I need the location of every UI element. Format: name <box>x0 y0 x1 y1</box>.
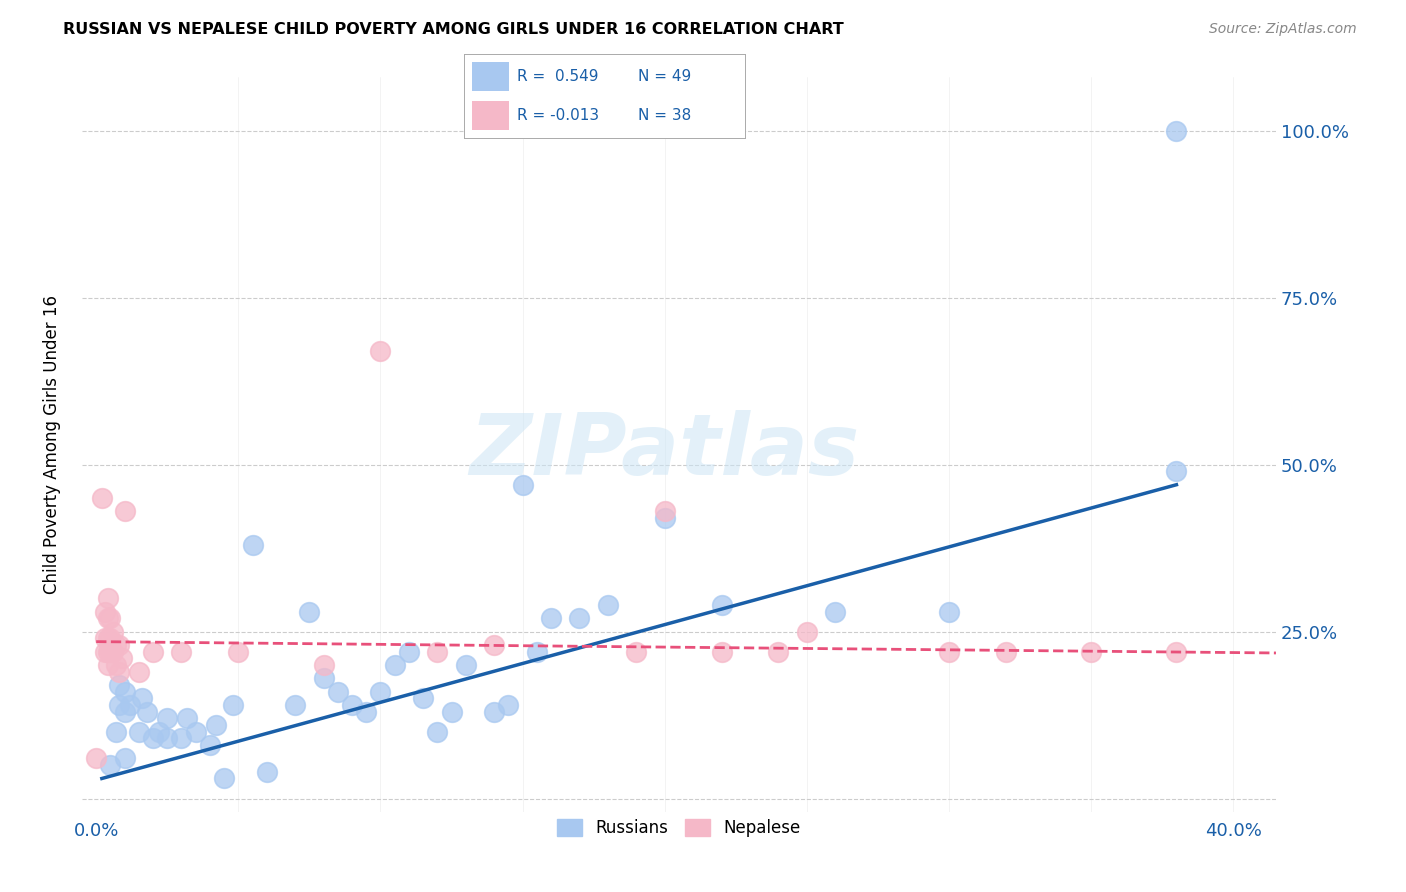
Point <box>170 645 193 659</box>
Point <box>242 538 264 552</box>
Text: N = 38: N = 38 <box>638 108 692 123</box>
Text: ZIPatlas: ZIPatlas <box>470 409 860 493</box>
Point <box>596 598 619 612</box>
Point <box>156 711 179 725</box>
Point <box>198 738 221 752</box>
FancyBboxPatch shape <box>472 62 509 91</box>
Point <box>128 724 150 739</box>
Point <box>212 772 235 786</box>
Point <box>340 698 363 712</box>
Point <box>256 764 278 779</box>
Point <box>626 645 648 659</box>
Point <box>131 691 153 706</box>
Text: R = -0.013: R = -0.013 <box>517 108 599 123</box>
Point <box>938 605 960 619</box>
Point <box>994 645 1017 659</box>
Point <box>93 605 115 619</box>
Point <box>768 645 790 659</box>
Point <box>100 758 122 772</box>
Point <box>108 678 131 692</box>
Point <box>90 491 112 505</box>
Legend: Russians, Nepalese: Russians, Nepalese <box>551 813 807 844</box>
Point <box>96 658 118 673</box>
Point <box>100 611 122 625</box>
Point <box>284 698 307 712</box>
Point <box>111 651 134 665</box>
Point <box>148 724 170 739</box>
Point <box>136 705 159 719</box>
FancyBboxPatch shape <box>472 101 509 130</box>
Point <box>204 718 226 732</box>
Text: R =  0.549: R = 0.549 <box>517 69 599 84</box>
Point <box>710 645 733 659</box>
Point <box>103 624 125 639</box>
Point <box>170 731 193 746</box>
Point <box>796 624 818 639</box>
Point <box>498 698 520 712</box>
Point <box>654 511 676 525</box>
Point <box>100 632 122 646</box>
Point <box>512 477 534 491</box>
Text: N = 49: N = 49 <box>638 69 692 84</box>
Point <box>384 658 406 673</box>
Point <box>398 645 420 659</box>
Point <box>114 705 136 719</box>
Point <box>370 684 392 698</box>
Point <box>103 645 125 659</box>
Point <box>426 645 449 659</box>
Point <box>128 665 150 679</box>
Point <box>482 638 505 652</box>
Point <box>1166 645 1188 659</box>
Point <box>938 645 960 659</box>
Point <box>370 344 392 359</box>
Point <box>412 691 434 706</box>
Point <box>108 698 131 712</box>
Point <box>108 638 131 652</box>
Y-axis label: Child Poverty Among Girls Under 16: Child Poverty Among Girls Under 16 <box>44 295 60 594</box>
Point <box>120 698 142 712</box>
Point <box>93 632 115 646</box>
Point <box>108 665 131 679</box>
Point <box>142 645 165 659</box>
Point <box>312 671 335 685</box>
Point <box>114 751 136 765</box>
Point <box>654 504 676 518</box>
Point <box>426 724 449 739</box>
Point <box>482 705 505 719</box>
Point <box>96 611 118 625</box>
Point <box>105 658 128 673</box>
Point <box>440 705 463 719</box>
Point <box>105 638 128 652</box>
Point <box>454 658 477 673</box>
Point <box>156 731 179 746</box>
Point <box>526 645 548 659</box>
Text: RUSSIAN VS NEPALESE CHILD POVERTY AMONG GIRLS UNDER 16 CORRELATION CHART: RUSSIAN VS NEPALESE CHILD POVERTY AMONG … <box>63 22 844 37</box>
Point <box>1080 645 1102 659</box>
Point <box>226 645 249 659</box>
Point <box>824 605 846 619</box>
Point <box>568 611 591 625</box>
Point <box>100 645 122 659</box>
Point <box>326 684 349 698</box>
Point <box>114 504 136 518</box>
Point <box>1166 124 1188 138</box>
Point <box>114 684 136 698</box>
Point <box>176 711 198 725</box>
Point <box>710 598 733 612</box>
Point <box>96 632 118 646</box>
Point <box>84 751 107 765</box>
Point <box>184 724 207 739</box>
Point <box>142 731 165 746</box>
Point <box>298 605 321 619</box>
Point <box>96 645 118 659</box>
Point <box>1166 464 1188 478</box>
Point <box>93 645 115 659</box>
Text: Source: ZipAtlas.com: Source: ZipAtlas.com <box>1209 22 1357 37</box>
Point <box>221 698 243 712</box>
Point <box>540 611 562 625</box>
Point <box>96 591 118 606</box>
Point <box>312 658 335 673</box>
Point <box>105 724 128 739</box>
Point <box>354 705 377 719</box>
